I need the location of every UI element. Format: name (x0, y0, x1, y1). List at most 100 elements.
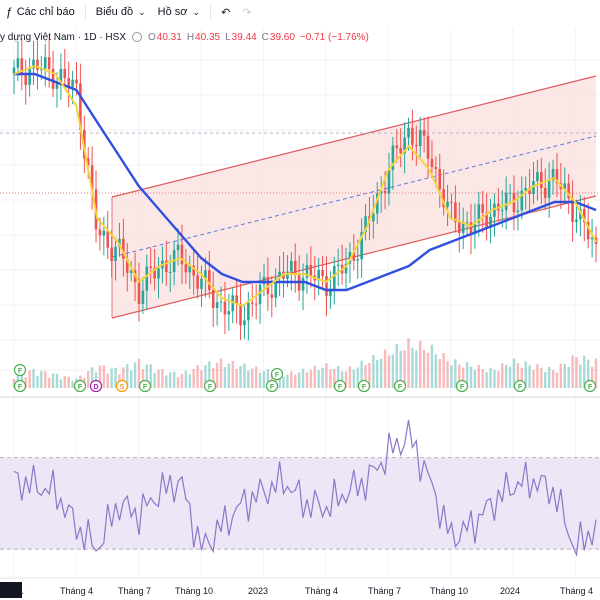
toolbar-divider (210, 5, 212, 19)
candle (379, 176, 383, 213)
volume-bar (215, 362, 219, 388)
candle (219, 286, 223, 313)
candle (422, 117, 426, 153)
event-badge[interactable]: F (203, 379, 217, 393)
volume-bar (247, 370, 250, 388)
volume-bar (379, 358, 383, 388)
candle (223, 281, 227, 334)
candle (512, 175, 516, 231)
event-badge[interactable]: D (89, 379, 103, 393)
candle (411, 109, 414, 161)
rsi-line[interactable] (13, 419, 597, 558)
redo-button[interactable]: ↷ (236, 0, 257, 24)
candle (301, 263, 305, 311)
candle (536, 160, 539, 201)
candle (90, 146, 94, 210)
volume-bar (122, 367, 125, 388)
profile-menu-button[interactable]: Hồ sơ ⌄ (152, 0, 206, 24)
volume-bar (403, 350, 406, 388)
low-value: 39.44 (231, 31, 257, 43)
volume-bar (71, 381, 74, 388)
candle (450, 193, 453, 220)
volume-bar (90, 367, 94, 388)
candle (532, 161, 535, 205)
candle (274, 268, 278, 308)
undo-icon: ↶ (221, 6, 231, 19)
price-channel-midline (111, 135, 597, 258)
volume-bar (266, 369, 270, 388)
x-axis-label: Tháng 4 (560, 586, 593, 596)
candle (415, 125, 418, 166)
candle (293, 243, 297, 293)
candle (188, 255, 192, 290)
high-value: 40.35 (195, 31, 221, 43)
candle (254, 284, 258, 320)
candle (555, 152, 559, 198)
volume-bar (176, 377, 180, 388)
volume-bar (98, 365, 102, 388)
event-badge[interactable]: F (13, 363, 27, 377)
x-axis-label: Tháng 7 (118, 586, 151, 596)
event-badge[interactable]: F (265, 379, 279, 393)
moving-average-slow-line[interactable] (14, 72, 597, 292)
volume-bar (223, 366, 227, 388)
candle (32, 41, 35, 86)
volume-bar (501, 363, 504, 388)
candle (446, 184, 449, 227)
svg-text:F: F (588, 384, 593, 391)
event-badge[interactable]: F (513, 379, 527, 393)
eye-icon[interactable] (132, 32, 142, 42)
rsi-band (0, 457, 600, 550)
volume-bar (278, 371, 281, 388)
volume-bar (426, 352, 430, 388)
price-channel-upper-line[interactable] (111, 75, 597, 198)
event-badge[interactable]: F (73, 379, 87, 393)
candle (149, 247, 153, 285)
candle (465, 211, 469, 235)
candle (473, 203, 477, 249)
volume-bars (12, 338, 598, 388)
volume-bar (485, 372, 488, 388)
candle (332, 256, 336, 305)
candle (418, 116, 422, 158)
volume-bar (153, 372, 156, 388)
undo-button[interactable]: ↶ (215, 0, 236, 24)
moving-average-fast-line[interactable] (13, 65, 597, 307)
symbol-name[interactable]: y dựng Việt Nam · 1D · HSX (0, 31, 126, 43)
x-axis-labels: el '21 Tháng 4 Tháng 7 Tháng 10 2023 Tháng 4 T… (2, 586, 593, 596)
chart-menu-button[interactable]: Biểu đồ ⌄ (90, 0, 152, 24)
volume-bar (137, 358, 141, 388)
candle (28, 57, 31, 97)
event-badge[interactable]: F (455, 379, 469, 393)
candle (395, 128, 399, 163)
volume-bar (411, 347, 414, 388)
candle (508, 184, 512, 203)
candle (67, 61, 70, 108)
event-badge[interactable]: F (138, 379, 152, 393)
volume-bar (47, 377, 51, 388)
volume-bar (44, 371, 47, 388)
volume-bar (348, 366, 352, 388)
open-key: O (148, 31, 156, 43)
event-badge[interactable]: F (270, 367, 284, 381)
event-badge[interactable]: F (333, 379, 347, 393)
event-badge[interactable]: F (357, 379, 371, 393)
event-badge[interactable]: F (583, 379, 597, 393)
volume-bar (516, 363, 520, 388)
event-badge[interactable]: F (13, 379, 27, 393)
volume-bar (461, 367, 465, 388)
event-badge[interactable]: F (393, 379, 407, 393)
event-badges[interactable]: FF F F F F F F F F FD SFF (13, 363, 597, 393)
volume-bar (36, 376, 39, 388)
candle (55, 72, 59, 108)
volume-bar (172, 371, 176, 388)
event-badge[interactable]: S (115, 379, 129, 393)
volume-bar (481, 369, 484, 388)
candle (157, 257, 160, 299)
volume-bar (204, 365, 207, 388)
candle (79, 63, 82, 150)
volume-bar (301, 368, 305, 388)
indicators-button[interactable]: ƒ Các chỉ báo (0, 0, 81, 24)
svg-text:F: F (460, 384, 465, 391)
